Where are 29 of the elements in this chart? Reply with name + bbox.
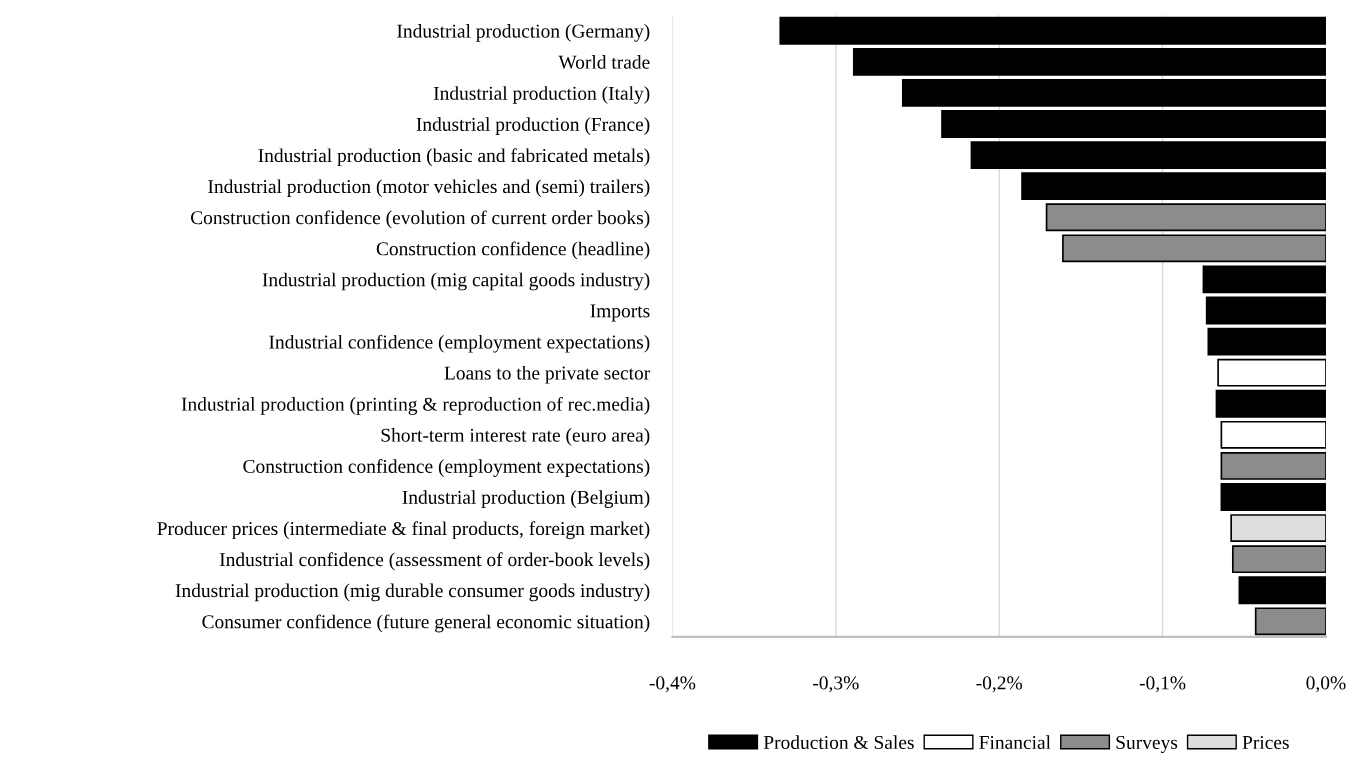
y-tick-label: Industrial production (basic and fabricated metals): [258, 148, 650, 167]
x-tick-label: 0,0%: [1306, 676, 1346, 693]
x-tick-label: -0,4%: [649, 676, 696, 693]
x-tick-label: -0,3%: [813, 676, 859, 693]
y-tick-label: Imports: [590, 304, 650, 322]
y-tick-label: World trade: [558, 55, 650, 69]
y-tick-label: Loans to the private sector: [444, 365, 651, 384]
y-tick-label: Industrial production (mig capital goods industry): [262, 272, 650, 291]
y-tick-label: Industrial production (Belgium): [402, 490, 650, 508]
legend-label: Production & Sales: [763, 735, 914, 749]
y-tick-label: Short-term interest rate (euro area): [381, 428, 650, 446]
y-tick-label: Construction confidence (headline): [376, 241, 650, 260]
x-tick-label: -0,2%: [976, 676, 1023, 693]
y-tick-label: Industrial confidence (employment expectations): [269, 334, 650, 353]
legend-label: Financial: [979, 735, 1051, 749]
y-tick-label: Industrial production (Germany): [397, 24, 650, 42]
y-tick-label: Industrial production (printing & reproduction of rec.media): [181, 396, 650, 415]
y-tick-label: Industrial production (France): [416, 117, 650, 135]
y-tick-label: Consumer confidence (future general economic situation): [202, 614, 650, 633]
y-tick-label: Industrial production (mig durable consumer goods industry): [175, 583, 650, 602]
y-tick-label: Industrial confidence (assessment of order-book levels): [219, 552, 650, 571]
legend-label: Surveys: [1116, 735, 1178, 754]
y-tick-label: Producer prices (intermediate & final products, foreign market): [157, 521, 650, 540]
y-tick-label: Industrial production (motor vehicles and (semi) trailers): [208, 179, 650, 198]
y-tick-label: Construction confidence (employment expectations): [243, 459, 650, 477]
x-tick-label: -0,1%: [1139, 676, 1186, 693]
y-tick-label: Industrial production (Italy): [433, 86, 650, 104]
legend-label: Prices: [1242, 735, 1289, 749]
y-tick-label: Construction confidence (evolution of current order books): [190, 210, 650, 229]
